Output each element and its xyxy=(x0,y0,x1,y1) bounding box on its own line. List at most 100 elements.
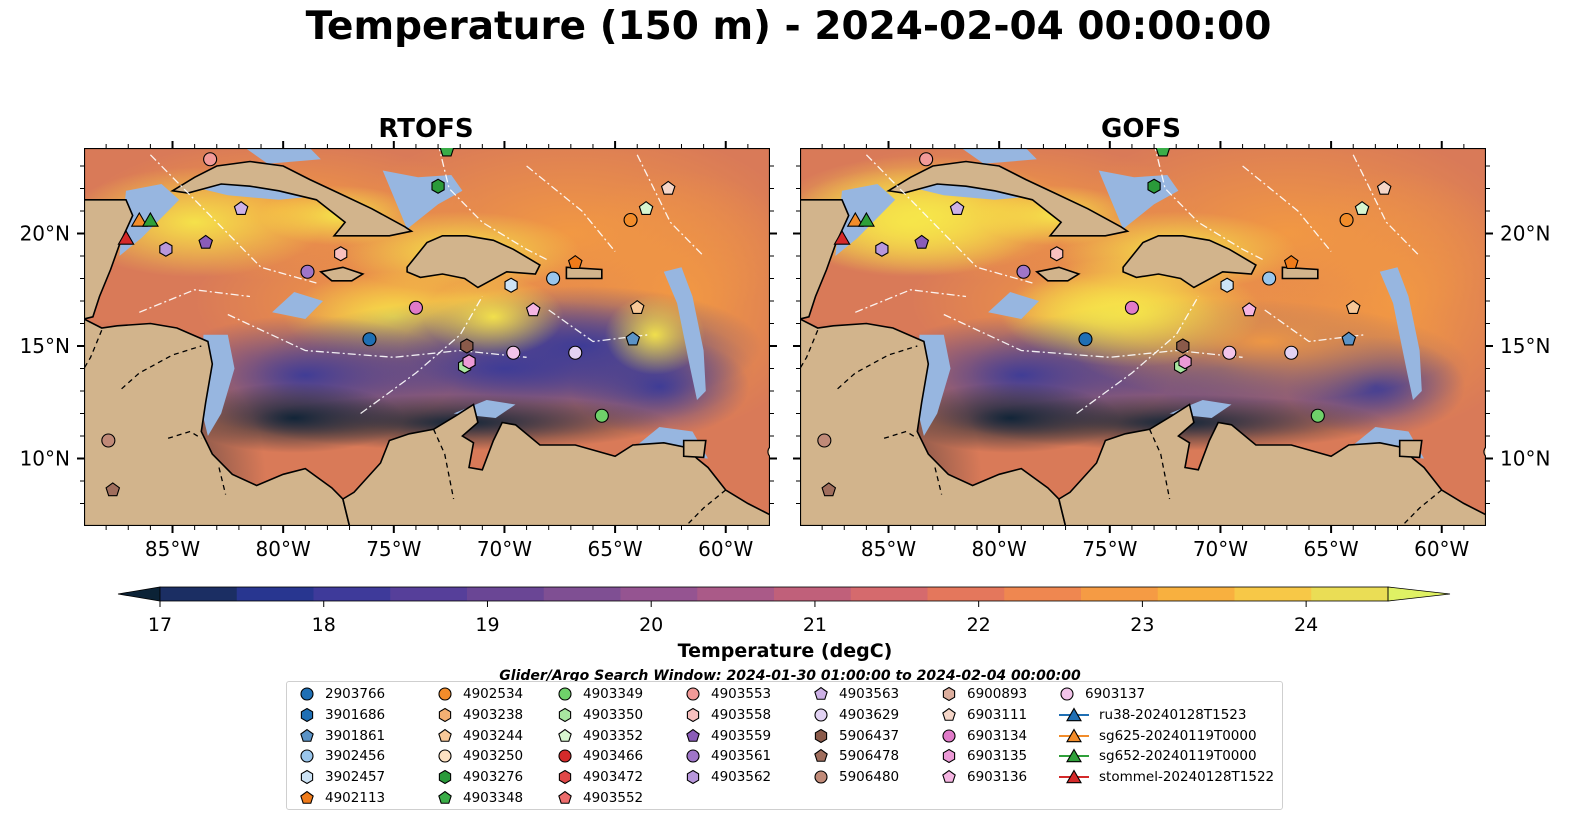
triangle-legend-symbol xyxy=(1059,728,1089,742)
legend-label: 4903553 xyxy=(711,686,772,702)
colorbar-label: Temperature (degC) xyxy=(677,640,893,662)
legend-item: 4903562 xyxy=(683,767,771,787)
triangle-marker xyxy=(846,211,864,227)
hexagon-legend-symbol xyxy=(438,770,452,785)
legend-label: 5906437 xyxy=(839,727,900,744)
pentagon-legend-symbol xyxy=(558,790,572,804)
circle-legend-symbol xyxy=(438,687,452,701)
legend-label: 6900893 xyxy=(967,686,1028,702)
legend-label: ru38-20240128T1523 xyxy=(1099,706,1247,723)
legend-label: 3902457 xyxy=(325,769,386,786)
legend-item: 3901686 xyxy=(297,705,385,725)
hexagon-marker xyxy=(942,749,956,764)
triangle-marker xyxy=(1066,707,1082,722)
pentagon-marker xyxy=(438,790,452,804)
legend-item: 4903558 xyxy=(683,705,771,725)
hexagon-legend-symbol xyxy=(942,686,956,702)
pentagon-marker xyxy=(558,790,572,804)
legend-label: 4902534 xyxy=(463,686,524,702)
hexagon-marker xyxy=(1178,354,1192,370)
circle-marker xyxy=(1310,408,1325,423)
triangle-marker xyxy=(1066,748,1082,763)
pentagon-marker xyxy=(1241,302,1257,317)
legend-label: 4903352 xyxy=(583,727,644,744)
hexagon-marker xyxy=(431,178,445,194)
circle-marker xyxy=(1060,687,1074,701)
triangle-marker xyxy=(117,229,135,245)
pentagon-marker xyxy=(638,201,654,215)
pentagon-marker xyxy=(567,255,583,269)
legend-item: 6903111 xyxy=(939,705,1027,725)
hexagon-marker xyxy=(686,770,700,785)
legend-item: 5906437 xyxy=(811,726,899,746)
legend-label: 2903766 xyxy=(325,686,386,702)
legend-label: sg625-20240119T0000 xyxy=(1099,727,1257,744)
pentagon-marker xyxy=(105,482,121,497)
legend-item: 4903629 xyxy=(811,705,899,725)
lon-label: 80°W xyxy=(972,537,1027,560)
legend-label: 5906478 xyxy=(839,748,900,765)
circle-marker xyxy=(1284,345,1299,360)
circle-legend-symbol xyxy=(558,749,572,763)
hexagon-marker xyxy=(1147,178,1161,194)
hexagon-legend-symbol xyxy=(558,707,572,722)
pentagon-marker xyxy=(439,148,455,157)
triangle-legend-symbol xyxy=(1059,707,1089,722)
hexagon-marker xyxy=(504,277,518,293)
pentagon-legend-symbol xyxy=(438,790,452,804)
legend-label: 3901686 xyxy=(325,706,386,723)
pentagon-marker xyxy=(438,728,452,742)
circle-marker xyxy=(942,729,956,743)
legend-item: 4903552 xyxy=(555,788,643,808)
lon-label: 60°W xyxy=(1414,537,1469,560)
hexagon-marker xyxy=(558,770,572,785)
pentagon-marker xyxy=(558,728,572,742)
legend-item: 4903553 xyxy=(683,684,771,704)
pentagon-legend-symbol xyxy=(942,770,956,783)
legend-label: 4903562 xyxy=(711,769,772,786)
lon-label: 60°W xyxy=(698,537,753,560)
legend-label: 6903134 xyxy=(967,727,1028,744)
lon-label: 80°W xyxy=(256,537,311,560)
legend-label: 4903558 xyxy=(711,706,772,723)
pentagon-marker xyxy=(233,201,249,215)
circle-marker xyxy=(506,345,521,360)
circle-legend-symbol xyxy=(942,729,956,743)
colorbar: 17 18 19 20 21 22 23 24 xyxy=(117,586,1451,636)
circle-marker xyxy=(1222,345,1237,360)
circle-marker xyxy=(1016,264,1031,279)
legend-item: 4903352 xyxy=(555,726,643,746)
legend-item: 5906478 xyxy=(811,746,899,766)
map-panel-rtofs xyxy=(84,148,770,526)
legend-item: 2903766 xyxy=(297,684,385,704)
pentagon-legend-symbol xyxy=(300,728,314,742)
legend-label: 4903472 xyxy=(583,769,644,786)
pentagon-marker xyxy=(1341,331,1357,346)
colorbar-tick: 22 xyxy=(967,614,991,636)
lon-label: 75°W xyxy=(1082,537,1137,560)
pentagon-marker xyxy=(625,331,641,346)
lon-label: 85°W xyxy=(861,537,916,560)
lat-label-left: 15°N xyxy=(20,334,70,358)
hexagon-legend-symbol xyxy=(438,707,452,722)
pentagon-marker xyxy=(686,728,700,742)
circle-legend-symbol xyxy=(814,708,828,722)
figure-title: Temperature (150 m) - 2024-02-04 00:00:0… xyxy=(305,4,1272,49)
pentagon-marker xyxy=(949,201,965,215)
search-window-text: Glider/Argo Search Window: 2024-01-30 01… xyxy=(499,668,1081,684)
legend-label: 4903350 xyxy=(583,706,644,723)
triangle-marker xyxy=(141,211,159,227)
legend-label: 4903466 xyxy=(583,748,644,765)
pentagon-marker xyxy=(198,234,214,249)
legend-label: 3902456 xyxy=(325,748,386,765)
legend-item: 6903136 xyxy=(939,767,1027,787)
triangle-marker xyxy=(1066,769,1082,784)
circle-marker xyxy=(919,152,934,167)
pentagon-marker xyxy=(1376,180,1392,195)
hexagon-legend-symbol xyxy=(942,749,956,764)
map-panel-gofs xyxy=(800,148,1486,526)
circle-marker xyxy=(101,433,116,448)
pentagon-marker xyxy=(660,180,676,195)
legend-item: 4903472 xyxy=(555,767,643,787)
pentagon-legend-symbol xyxy=(558,728,572,742)
